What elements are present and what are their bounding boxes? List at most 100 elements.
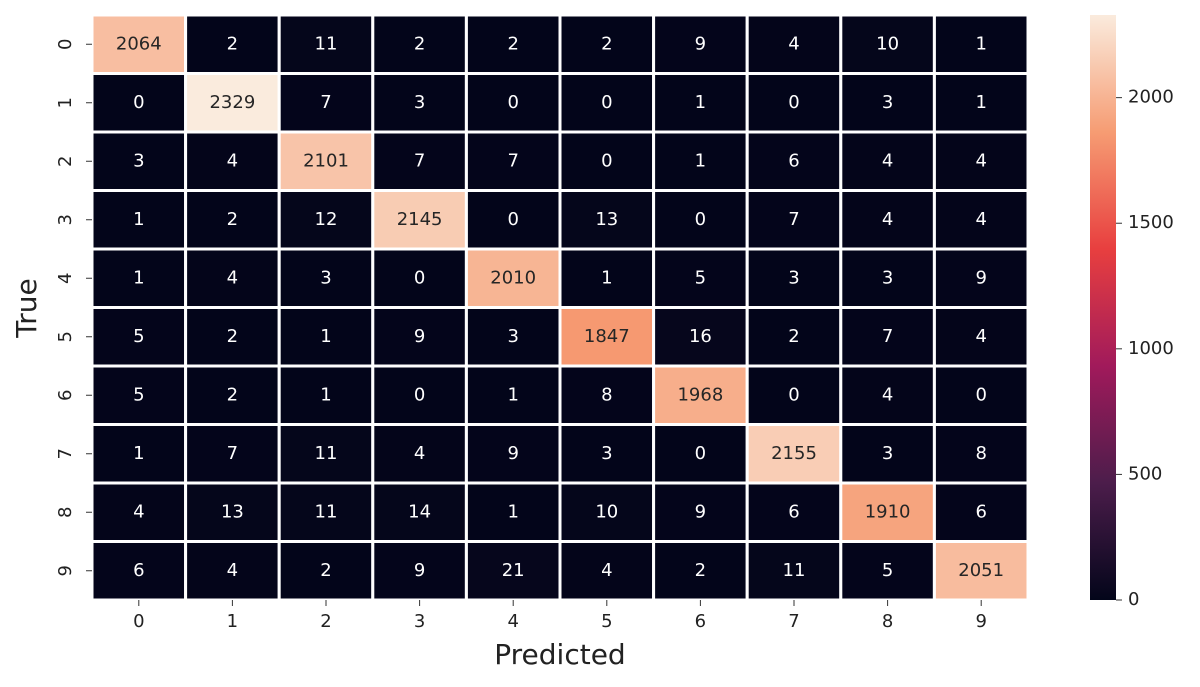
- cell-label: 2: [227, 33, 238, 54]
- heatmap-cell: [184, 423, 281, 485]
- y-tick-label: 4: [55, 273, 76, 284]
- cell-label: 3: [882, 443, 893, 464]
- cell-label: 10: [876, 33, 899, 54]
- cell-label: 6: [975, 501, 986, 522]
- cell-label: 2051: [958, 560, 1004, 581]
- heatmap-cell: [745, 423, 843, 485]
- cell-label: 4: [227, 267, 238, 288]
- cell-label: 1: [507, 501, 518, 522]
- x-tick-label: 1: [227, 611, 238, 632]
- cell-label: 4: [414, 443, 425, 464]
- cell-label: 11: [315, 33, 338, 54]
- cell-label: 9: [975, 267, 986, 288]
- heatmap-cell: [464, 247, 562, 309]
- heatmap-cell: [184, 130, 281, 192]
- cell-label: 7: [227, 443, 238, 464]
- heatmap-cell: [558, 364, 656, 426]
- x-tick-label: 5: [601, 611, 612, 632]
- heatmap-cell: [745, 247, 843, 309]
- cell-label: 21: [502, 560, 525, 581]
- cell-label: 0: [414, 384, 425, 405]
- heatmap-cell: [839, 481, 936, 543]
- cell-label: 1: [695, 150, 706, 171]
- cell-label: 6: [788, 501, 799, 522]
- cell-label: 1: [695, 92, 706, 113]
- cell-label: 5: [882, 560, 893, 581]
- cell-label: 2: [227, 209, 238, 230]
- heatmap-cell: [932, 72, 1030, 134]
- cell-label: 1: [320, 384, 331, 405]
- cell-label: 9: [414, 326, 425, 347]
- heatmap-cell: [371, 72, 468, 134]
- y-axis-title: True: [10, 278, 43, 338]
- heatmap-cell: [558, 306, 656, 368]
- heatmap-cell: [745, 364, 843, 426]
- colorbar-tick-label: 2000: [1128, 87, 1174, 108]
- cell-label: 2: [227, 326, 238, 347]
- cell-label: 13: [221, 501, 244, 522]
- cell-label: 3: [601, 443, 612, 464]
- cell-label: 7: [414, 150, 425, 171]
- cell-label: 2064: [116, 33, 162, 54]
- heatmap-cell: [652, 189, 749, 251]
- cell-label: 2101: [303, 150, 349, 171]
- cell-label: 6: [788, 150, 799, 171]
- cell-label: 16: [689, 326, 712, 347]
- cell-label: 1: [133, 443, 144, 464]
- heatmap-cell: [371, 423, 468, 485]
- cell-label: 0: [788, 384, 799, 405]
- cell-label: 4: [882, 384, 893, 405]
- cell-label: 7: [788, 209, 799, 230]
- cell-label: 2010: [490, 267, 536, 288]
- cell-label: 1: [975, 92, 986, 113]
- colorbar-tick-label: 500: [1128, 463, 1162, 484]
- cell-label: 2: [788, 326, 799, 347]
- cell-label: 14: [408, 501, 431, 522]
- cell-label: 4: [601, 560, 612, 581]
- heatmap-cell: [932, 130, 1030, 192]
- cell-label: 4: [133, 501, 144, 522]
- colorbar-tick-label: 1500: [1128, 212, 1174, 233]
- y-tick-label: 2: [55, 156, 76, 167]
- cell-label: 5: [133, 384, 144, 405]
- colorbar-tick-label: 1000: [1128, 338, 1174, 359]
- cell-label: 1: [975, 33, 986, 54]
- cell-label: 2: [414, 33, 425, 54]
- cell-label: 7: [882, 326, 893, 347]
- cell-label: 10: [595, 501, 618, 522]
- x-tick-label: 2: [320, 611, 331, 632]
- heatmap-cell: [932, 364, 1030, 426]
- x-axis-title: Predicted: [494, 638, 625, 671]
- cell-label: 1: [507, 384, 518, 405]
- heatmap-cell: [745, 540, 843, 602]
- cell-label: 4: [882, 150, 893, 171]
- heatmap-cell: [652, 130, 749, 192]
- x-tick-label: 7: [788, 611, 799, 632]
- heatmap-cell: [839, 306, 936, 368]
- cell-label: 0: [788, 92, 799, 113]
- heatmap-cell: [558, 72, 656, 134]
- heatmap-cell: [652, 72, 749, 134]
- heatmap-cell: [277, 423, 375, 485]
- cell-label: 4: [882, 209, 893, 230]
- cell-label: 0: [601, 150, 612, 171]
- cell-label: 0: [975, 384, 986, 405]
- heatmap-cell: [839, 423, 936, 485]
- cell-label: 13: [595, 209, 618, 230]
- cell-label: 9: [695, 501, 706, 522]
- heatmap-cell: [184, 481, 281, 543]
- y-tick-label: 7: [55, 448, 76, 459]
- y-tick-label: 5: [55, 331, 76, 342]
- cell-label: 3: [507, 326, 518, 347]
- cell-label: 3: [414, 92, 425, 113]
- colorbar: [1090, 15, 1116, 600]
- cell-label: 3: [788, 267, 799, 288]
- heatmap-cell: [558, 13, 656, 75]
- heatmap-cell: [652, 540, 749, 602]
- heatmap-cell: [90, 364, 188, 426]
- cell-label: 2145: [397, 209, 443, 230]
- heatmap-cell: [464, 423, 562, 485]
- x-tick-label: 3: [414, 611, 425, 632]
- cell-label: 4: [227, 560, 238, 581]
